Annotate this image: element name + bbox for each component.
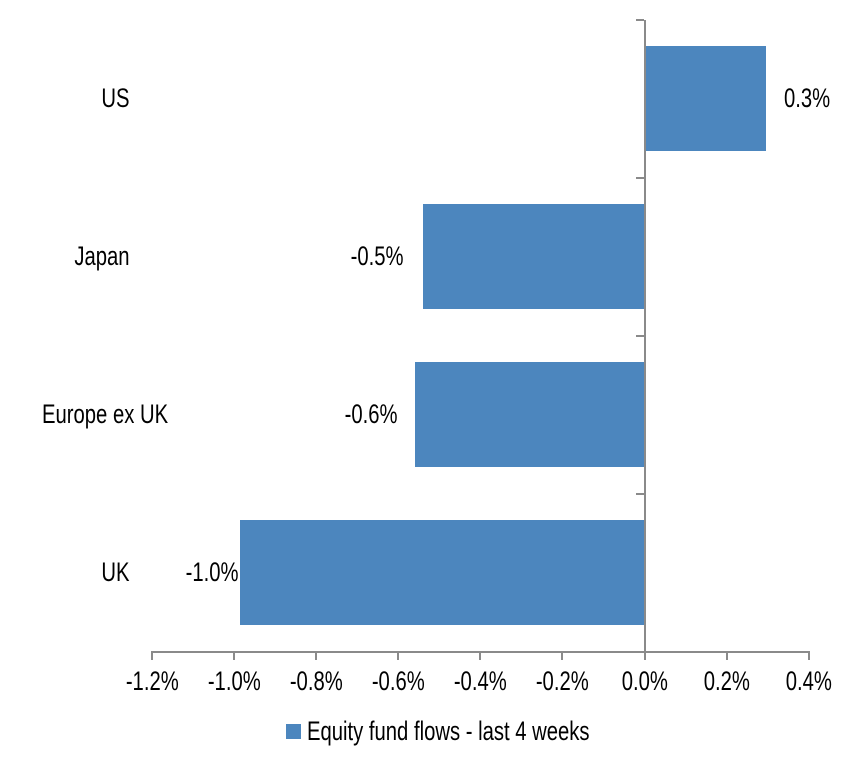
data-label-uk: -1.0%: [118, 557, 238, 588]
category-axis-tick: [636, 176, 644, 179]
category-label-uk-text: UK: [101, 557, 130, 588]
bar-europe-ex-uk: [414, 362, 644, 468]
category-axis-tick: [636, 19, 644, 21]
x-tick-label: -0.2%: [502, 666, 622, 697]
x-axis-tick: [315, 652, 318, 660]
x-tick-label-text: -1.0%: [207, 666, 261, 696]
x-axis-tick: [150, 652, 153, 660]
legend: Equity fund flows - last 4 weeks: [286, 716, 684, 747]
x-tick-label: 0.0%: [585, 666, 705, 697]
x-axis-tick: [643, 652, 646, 660]
data-label-europe-ex-uk-text: -0.6%: [344, 399, 398, 430]
x-tick-label-text: 0.4%: [785, 666, 832, 696]
x-tick-label-text: -0.2%: [535, 666, 589, 696]
data-label-japan: -0.5%: [284, 241, 404, 272]
category-label-europe-ex-uk: Europe ex UK: [0, 399, 168, 430]
legend-label: Equity fund flows - last 4 weeks: [307, 716, 590, 746]
x-tick-label: 0.2%: [667, 666, 787, 697]
x-axis-tick: [233, 652, 235, 660]
x-axis-tick: [561, 652, 564, 660]
data-label-uk-text: -1.0%: [185, 557, 239, 588]
x-tick-label: -1.2%: [92, 666, 212, 697]
x-tick-label-text: -0.8%: [289, 666, 343, 696]
x-tick-label: -0.4%: [420, 666, 540, 697]
category-label-uk: UK: [0, 557, 130, 588]
x-tick-label-text: 0.2%: [703, 666, 750, 696]
x-axis-tick: [479, 652, 482, 660]
bar-uk: [240, 520, 644, 626]
x-tick-label-text: -1.2%: [125, 666, 179, 696]
category-label-europe-ex-uk-text: Europe ex UK: [42, 399, 169, 430]
x-tick-label: -0.8%: [256, 666, 376, 697]
x-tick-label-text: 0.0%: [621, 666, 668, 696]
x-tick-label-text: -0.6%: [371, 666, 425, 696]
x-tick-label: 0.4%: [749, 666, 852, 697]
value-axis-line: [644, 20, 646, 653]
category-label-us-text: US: [101, 83, 130, 114]
x-tick-label: -0.6%: [338, 666, 458, 697]
bar-japan: [422, 204, 644, 310]
x-axis-tick: [725, 652, 728, 660]
data-label-us: 0.3%: [784, 83, 852, 114]
data-label-japan-text: -0.5%: [350, 241, 404, 272]
x-tick-label: -1.0%: [174, 666, 294, 697]
bar-us: [646, 46, 766, 152]
category-axis-tick: [636, 492, 644, 495]
data-label-us-text: 0.3%: [783, 83, 830, 114]
x-axis-tick: [397, 652, 400, 660]
x-axis-tick: [807, 652, 810, 660]
category-axis-line: [151, 650, 810, 653]
legend-series-marker: [286, 724, 301, 739]
category-label-japan-text: Japan: [74, 241, 130, 272]
data-label-europe-ex-uk: -0.6%: [278, 399, 398, 430]
x-tick-label-text: -0.4%: [453, 666, 507, 696]
category-axis-tick: [636, 334, 644, 337]
category-label-japan: Japan: [0, 241, 130, 272]
category-label-us: US: [0, 83, 130, 114]
